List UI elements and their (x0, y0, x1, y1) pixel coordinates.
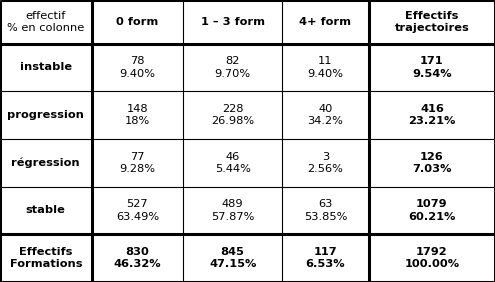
Text: progression: progression (7, 110, 84, 120)
Text: 126
7.03%: 126 7.03% (412, 151, 451, 174)
Text: 4+ form: 4+ form (299, 17, 351, 27)
Text: effectif
% en colonne: effectif % en colonne (7, 10, 85, 33)
Text: 1792
100.00%: 1792 100.00% (404, 247, 459, 269)
Text: stable: stable (26, 206, 66, 215)
Text: 1 – 3 form: 1 – 3 form (200, 17, 265, 27)
Text: 117
6.53%: 117 6.53% (305, 247, 346, 269)
Text: Effectifs
Formations: Effectifs Formations (9, 247, 82, 269)
Text: 11
9.40%: 11 9.40% (307, 56, 344, 79)
Text: 845
47.15%: 845 47.15% (209, 247, 256, 269)
Text: 63
53.85%: 63 53.85% (304, 199, 347, 222)
Text: 171
9.54%: 171 9.54% (412, 56, 452, 79)
Text: 46
5.44%: 46 5.44% (215, 151, 250, 174)
Text: 1079
60.21%: 1079 60.21% (408, 199, 455, 222)
Text: Effectifs
trajectoires: Effectifs trajectoires (395, 10, 469, 33)
Text: 40
34.2%: 40 34.2% (307, 104, 344, 126)
Text: 830
46.32%: 830 46.32% (113, 247, 161, 269)
Text: 78
9.40%: 78 9.40% (119, 56, 155, 79)
Text: 228
26.98%: 228 26.98% (211, 104, 254, 126)
Text: 416
23.21%: 416 23.21% (408, 104, 455, 126)
Text: 77
9.28%: 77 9.28% (119, 151, 155, 174)
Text: 3
2.56%: 3 2.56% (307, 151, 344, 174)
Text: 489
57.87%: 489 57.87% (211, 199, 254, 222)
Text: 527
63.49%: 527 63.49% (116, 199, 159, 222)
Text: 148
18%: 148 18% (125, 104, 150, 126)
Text: régression: régression (11, 158, 80, 168)
Text: 0 form: 0 form (116, 17, 158, 27)
Text: instable: instable (20, 62, 72, 72)
Text: 82
9.70%: 82 9.70% (215, 56, 250, 79)
